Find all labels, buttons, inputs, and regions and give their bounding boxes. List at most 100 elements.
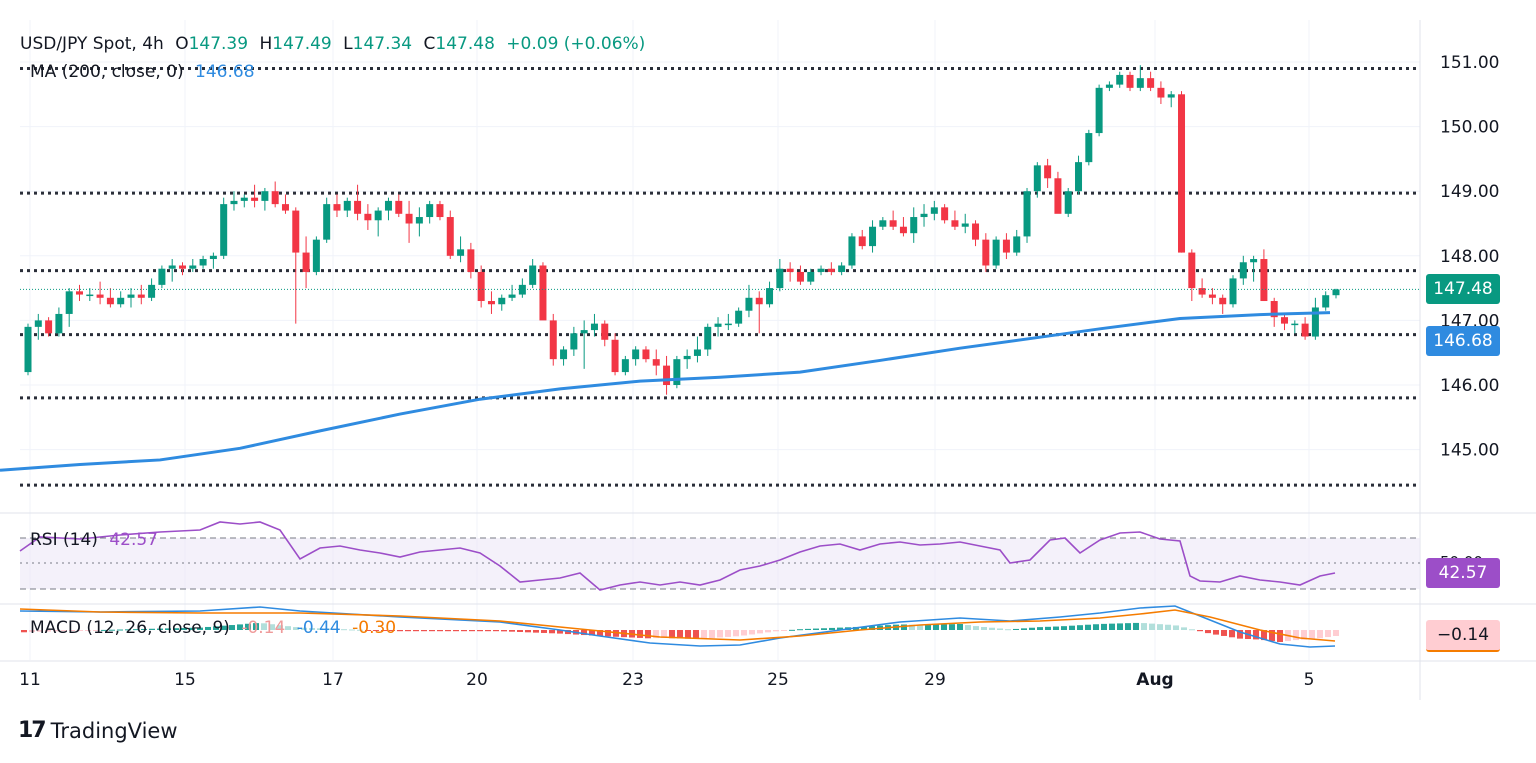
macd-hist-bar — [45, 630, 51, 632]
macd-hist-bar — [869, 626, 875, 630]
macd-hist-bar — [85, 630, 91, 631]
macd-hist-bar — [757, 630, 763, 634]
candle-body — [652, 359, 660, 366]
macd-hist-bar — [437, 630, 443, 632]
candle-body — [457, 249, 465, 256]
candle-body — [961, 223, 969, 227]
candle-body — [426, 204, 434, 218]
candle-body — [796, 271, 804, 282]
macd-hist-bar — [1261, 630, 1267, 641]
macd-hist-bar — [669, 630, 675, 639]
macd-hist-bar — [397, 630, 403, 632]
rsi-legend[interactable]: RSI (14) 42.57 — [30, 530, 164, 550]
candle-body — [487, 301, 495, 305]
candle-body — [127, 294, 135, 298]
time-tick-label: 23 — [622, 670, 644, 690]
candle-body — [858, 236, 866, 247]
candle-body — [621, 359, 629, 373]
macd-hist-bar — [181, 627, 187, 630]
macd-hist-bar — [245, 623, 251, 630]
symbol-label[interactable]: USD/JPY Spot, 4h — [20, 34, 164, 54]
candle-body — [1136, 78, 1144, 88]
close-label: C147.48 — [423, 34, 495, 54]
macd-hist-bar — [1333, 630, 1339, 636]
macd-hist-bar — [269, 624, 275, 630]
candle-body — [498, 297, 506, 305]
macd-hist-bar — [837, 627, 843, 630]
macd-hist-bar — [1309, 630, 1315, 640]
macd-hist-bar — [357, 629, 363, 631]
macd-hist-bar — [373, 630, 379, 631]
candle-body — [1301, 323, 1309, 337]
macd-hist-bar — [277, 625, 283, 630]
macd-hist-bar — [605, 630, 611, 637]
macd-hist-bar — [1077, 625, 1083, 630]
tradingview-brand[interactable]: 17 TradingView — [18, 718, 178, 743]
macd-hist-bar — [453, 630, 459, 632]
candle-body — [230, 200, 238, 205]
macd-hist-bar — [525, 630, 531, 633]
macd-hist-bar — [557, 630, 563, 634]
macd-hist-bar — [461, 630, 467, 632]
macd-hist-bar — [1317, 630, 1323, 639]
macd-hist-bar — [1165, 624, 1171, 630]
macd-hist-bar — [413, 630, 419, 632]
candle-body — [148, 284, 156, 298]
candle-body — [951, 220, 959, 227]
candle-body — [65, 291, 73, 314]
macd-hist-bar — [309, 628, 315, 630]
candle-body — [1322, 295, 1330, 308]
macd-hist-bar — [773, 630, 779, 632]
macd-hist-bar — [1125, 623, 1131, 630]
macd-hist-bar — [213, 626, 219, 630]
candle-body — [1167, 94, 1175, 98]
candle-body — [405, 213, 413, 224]
candle-body — [477, 271, 485, 302]
macd-hist-bar — [1045, 626, 1051, 630]
rsi-badge: 42.57 — [1426, 558, 1500, 588]
candle-body — [1075, 162, 1083, 192]
macd-hist-bar — [205, 626, 211, 630]
candle-body — [24, 326, 32, 373]
candle-body — [786, 268, 794, 272]
macd-hist-bar — [933, 624, 939, 630]
macd-hist-bar — [701, 630, 707, 639]
macd-hist-bar — [189, 627, 195, 630]
candle-body — [879, 220, 887, 227]
macd-hist-bar — [509, 630, 515, 632]
macd-hist-bar — [1189, 629, 1195, 631]
macd-hist-bar — [821, 628, 827, 630]
candle-body — [292, 210, 300, 253]
candle-body — [220, 204, 228, 256]
macd-hist-bar — [333, 628, 339, 630]
candle-body — [1147, 78, 1155, 88]
tradingview-logo-icon: 17 — [18, 718, 47, 743]
macd-hist-bar — [901, 624, 907, 630]
candle-body — [1157, 87, 1165, 98]
macd-hist-bar — [677, 630, 683, 639]
macd-hist-bar — [1229, 630, 1235, 638]
macd-hist-bar — [1253, 630, 1259, 640]
rsi-value: 42.57 — [109, 530, 158, 550]
candle-body — [848, 236, 856, 266]
macd-hist-bar — [797, 629, 803, 631]
candle-body — [415, 217, 423, 224]
ma-legend[interactable]: MA (200, close, 0) 146.68 — [30, 62, 261, 82]
candle-body — [693, 349, 701, 356]
candle-body — [395, 200, 403, 214]
pane-dividers — [0, 20, 1536, 700]
candle-body — [384, 200, 392, 211]
candle-body — [106, 297, 114, 305]
candle-body — [251, 197, 259, 201]
candle-body — [714, 323, 722, 327]
macd-hist-bar — [717, 630, 723, 638]
macd-hist-bar — [1181, 627, 1187, 630]
macd-hist-bar — [1173, 625, 1179, 630]
candle-body — [1044, 165, 1052, 179]
macd-hist-bar — [1277, 630, 1283, 642]
macd-legend[interactable]: MACD (12, 26, close, 9) -0.14 -0.44 -0.3… — [30, 618, 402, 638]
macd-hist-bar — [149, 628, 155, 630]
macd-hist-bar — [581, 630, 587, 636]
time-tick-label: 5 — [1304, 670, 1315, 690]
